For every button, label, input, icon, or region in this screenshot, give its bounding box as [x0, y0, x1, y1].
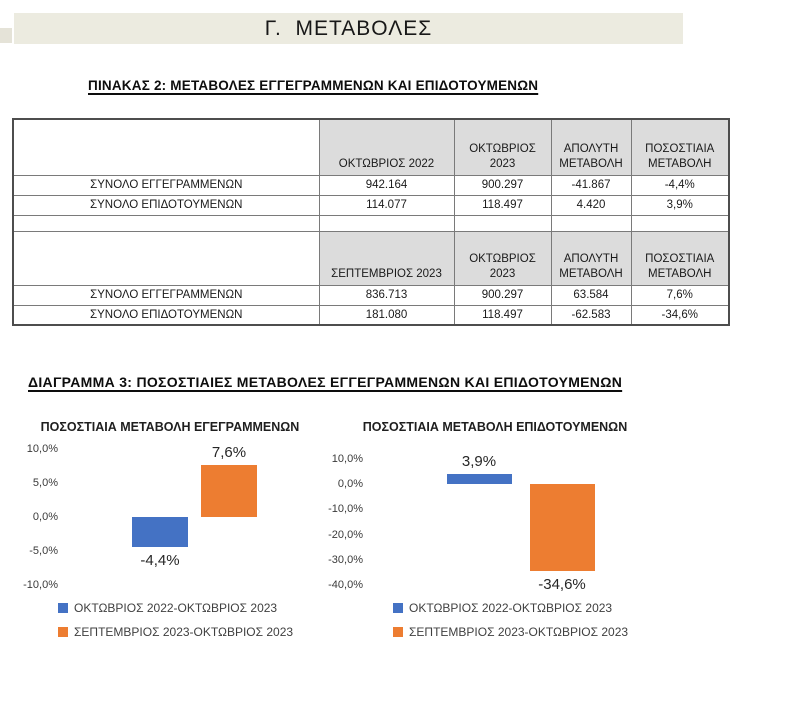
cell-value: 63.584	[550, 284, 632, 306]
chart-registered-change: ΠΟΣΟΣΤΙΑΙΑ ΜΕΤΑΒΟΛΗ ΕΓΕΓΡΑΜΜΕΝΩΝ 10,0% 5…	[20, 418, 320, 658]
chart-title: ΠΟΣΟΣΤΙΑΙΑ ΜΕΤΑΒΟΛΗ ΕΠΙΔΟΤΟΥΜΕΝΩΝ	[362, 420, 628, 434]
cell-value: 118.497	[453, 194, 552, 216]
page-title: Γ. ΜΕΤΑΒΟΛΕΣ	[264, 16, 433, 40]
cell-value: 181.080	[318, 304, 455, 326]
cell-value: 114.077	[318, 194, 455, 216]
header-cell: ΟΚΤΩΒΡΙΟΣ 2022	[318, 118, 455, 176]
y-tick: 10,0%	[331, 453, 363, 465]
y-tick: 10,0%	[26, 443, 58, 455]
legend-item: ΣΕΠΤΕΜΒΡΙΟΣ 2023-ΟΚΤΩΒΡΙΟΣ 2023	[393, 625, 628, 639]
data-label: 7,6%	[211, 444, 247, 462]
bar-orange	[201, 465, 257, 517]
table-row: ΣΥΝΟΛΟ ΕΓΓΕΓΡΑΜΜΕΝΩΝ 836.713 900.297 63.…	[12, 284, 730, 306]
legend-label: ΣΕΠΤΕΜΒΡΙΟΣ 2023-ΟΚΤΩΒΡΙΟΣ 2023	[74, 625, 294, 639]
table-row: ΣΥΝΟΛΟ ΕΓΓΕΓΡΑΜΜΕΝΩΝ 942.164 900.297 -41…	[12, 174, 730, 196]
table-header-row: ΣΕΠΤΕΜΒΡΙΟΣ 2023 ΟΚΤΩΒΡΙΟΣ 2023 ΑΠΟΛΥΤΗ …	[12, 230, 730, 286]
cell-value: -62.583	[550, 304, 632, 326]
header-cell: ΑΠΟΛΥΤΗ ΜΕΤΑΒΟΛΗ	[550, 230, 632, 286]
legend-item: ΟΚΤΩΒΡΙΟΣ 2022-ΟΚΤΩΒΡΙΟΣ 2023	[58, 601, 277, 615]
cell-value: 7,6%	[630, 284, 730, 306]
bar-blue	[447, 474, 512, 484]
y-tick: -5,0%	[29, 545, 58, 557]
data-label: 3,9%	[461, 453, 497, 471]
y-tick: -40,0%	[328, 579, 363, 591]
row-label: ΣΥΝΟΛΟ ΕΠΙΔΟΤΟΥΜΕΝΩΝ	[12, 194, 320, 216]
header-cell: ΑΠΟΛΥΤΗ ΜΕΤΑΒΟΛΗ	[550, 118, 632, 176]
data-label: -34,6%	[538, 576, 586, 594]
table-row: ΣΥΝΟΛΟ ΕΠΙΔΟΤΟΥΜΕΝΩΝ 114.077 118.497 4.4…	[12, 194, 730, 216]
y-tick: -10,0%	[328, 503, 363, 515]
y-tick: 0,0%	[32, 511, 58, 523]
chart-title: ΠΟΣΟΣΤΙΑΙΑ ΜΕΤΑΒΟΛΗ ΕΓΕΓΡΑΜΜΕΝΩΝ	[40, 420, 300, 434]
row-label: ΣΥΝΟΛΟ ΕΠΙΔΟΤΟΥΜΕΝΩΝ	[12, 304, 320, 326]
header-cell-empty	[12, 118, 320, 176]
cell-value: -41.867	[550, 174, 632, 196]
bar-orange	[530, 484, 595, 572]
y-tick: 5,0%	[32, 477, 58, 489]
header-cell: ΟΚΤΩΒΡΙΟΣ 2023	[453, 230, 552, 286]
data-label: -4,4%	[140, 551, 180, 569]
legend-swatch-blue	[58, 603, 68, 613]
cell-value: 900.297	[453, 284, 552, 306]
header-cell: ΠΟΣΟΣΤΙΑΙΑ ΜΕΤΑΒΟΛΗ	[630, 118, 730, 176]
bar-blue	[132, 517, 188, 547]
legend-label: ΟΚΤΩΒΡΙΟΣ 2022-ΟΚΤΩΒΡΙΟΣ 2023	[409, 601, 613, 615]
legend-item: ΟΚΤΩΒΡΙΟΣ 2022-ΟΚΤΩΒΡΙΟΣ 2023	[393, 601, 612, 615]
y-tick: -20,0%	[328, 529, 363, 541]
row-label: ΣΥΝΟΛΟ ΕΓΓΕΓΡΑΜΜΕΝΩΝ	[12, 174, 320, 196]
cell-value: -4,4%	[630, 174, 730, 196]
table-heading: ΠΙΝΑΚΑΣ 2: ΜΕΤΑΒΟΛΕΣ ΕΓΓΕΓΡΑΜΜΕΝΩΝ ΚΑΙ Ε…	[88, 78, 539, 93]
y-tick: 0,0%	[337, 478, 363, 490]
header-cell-empty	[12, 230, 320, 286]
legend-swatch-orange	[393, 627, 403, 637]
y-tick: -30,0%	[328, 554, 363, 566]
diagram-heading: ΔΙΑΓΡΑΜΜΑ 3: ΠΟΣΟΣΤΙΑΙΕΣ ΜΕΤΑΒΟΛΕΣ ΕΓΓΕΓ…	[28, 374, 623, 390]
cell-value: -34,6%	[630, 304, 730, 326]
changes-table: ΟΚΤΩΒΡΙΟΣ 2022 ΟΚΤΩΒΡΙΟΣ 2023 ΑΠΟΛΥΤΗ ΜΕ…	[12, 118, 730, 326]
legend-label: ΟΚΤΩΒΡΙΟΣ 2022-ΟΚΤΩΒΡΙΟΣ 2023	[74, 601, 278, 615]
legend-swatch-blue	[393, 603, 403, 613]
scan-artifact	[0, 28, 12, 43]
cell-value: 942.164	[318, 174, 455, 196]
y-tick: -10,0%	[23, 579, 58, 591]
cell-value: 836.713	[318, 284, 455, 306]
header-cell: ΟΚΤΩΒΡΙΟΣ 2023	[453, 118, 552, 176]
header-cell: ΣΕΠΤΕΜΒΡΙΟΣ 2023	[318, 230, 455, 286]
legend-label: ΣΕΠΤΕΜΒΡΙΟΣ 2023-ΟΚΤΩΒΡΙΟΣ 2023	[409, 625, 629, 639]
table-header-row: ΟΚΤΩΒΡΙΟΣ 2022 ΟΚΤΩΒΡΙΟΣ 2023 ΑΠΟΛΥΤΗ ΜΕ…	[12, 118, 730, 176]
section-banner: Γ. ΜΕΤΑΒΟΛΕΣ	[14, 13, 683, 44]
chart-subsidized-change: ΠΟΣΟΣΤΙΑΙΑ ΜΕΤΑΒΟΛΗ ΕΠΙΔΟΤΟΥΜΕΝΩΝ 10,0% …	[325, 418, 655, 658]
cell-value: 4.420	[550, 194, 632, 216]
cell-value: 3,9%	[630, 194, 730, 216]
spacer-row	[12, 214, 730, 232]
row-label: ΣΥΝΟΛΟ ΕΓΓΕΓΡΑΜΜΕΝΩΝ	[12, 284, 320, 306]
legend-item: ΣΕΠΤΕΜΒΡΙΟΣ 2023-ΟΚΤΩΒΡΙΟΣ 2023	[58, 625, 293, 639]
header-cell: ΠΟΣΟΣΤΙΑΙΑ ΜΕΤΑΒΟΛΗ	[630, 230, 730, 286]
legend-swatch-orange	[58, 627, 68, 637]
cell-value: 118.497	[453, 304, 552, 326]
cell-value: 900.297	[453, 174, 552, 196]
table-row: ΣΥΝΟΛΟ ΕΠΙΔΟΤΟΥΜΕΝΩΝ 181.080 118.497 -62…	[12, 304, 730, 326]
